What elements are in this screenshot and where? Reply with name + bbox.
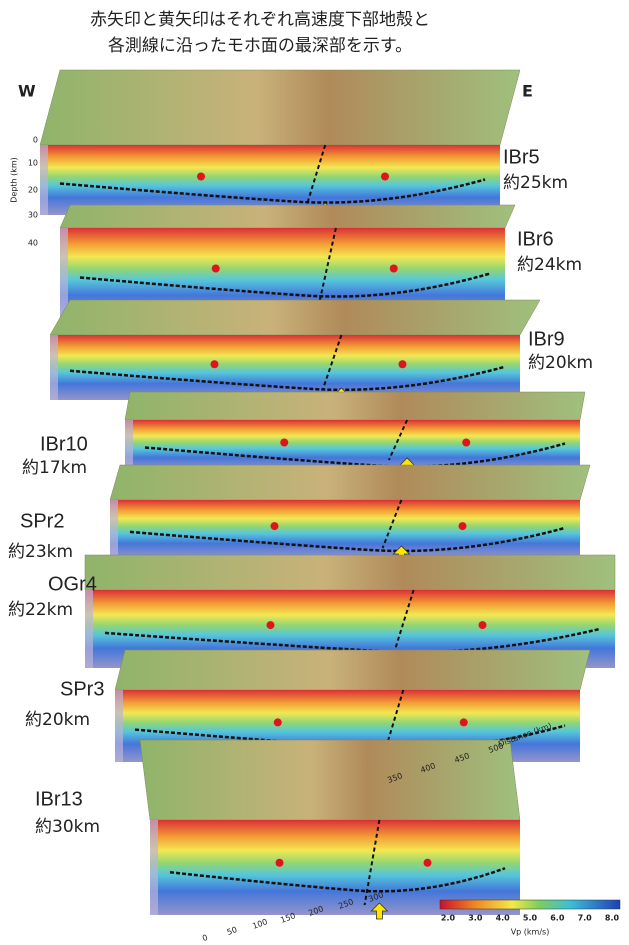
velocity-section bbox=[150, 820, 520, 915]
red-marker bbox=[459, 718, 468, 727]
red-marker bbox=[478, 621, 487, 630]
moho-line bbox=[79, 272, 491, 298]
depth-tick-label: 40 bbox=[28, 239, 38, 248]
red-marker bbox=[280, 438, 289, 447]
velocity-section bbox=[50, 335, 520, 400]
red-marker bbox=[462, 438, 471, 447]
profile-name: IBr5 bbox=[503, 146, 540, 168]
red-marker bbox=[458, 522, 467, 531]
distance-tick-label: 0 bbox=[201, 933, 209, 943]
depth-tick-label: 0 bbox=[33, 136, 38, 145]
profile-depth: 約25km bbox=[503, 173, 568, 193]
yellow-arrow bbox=[370, 902, 389, 920]
side-face bbox=[85, 590, 93, 668]
red-marker bbox=[211, 264, 220, 273]
moho-line bbox=[59, 178, 486, 204]
red-marker bbox=[273, 718, 282, 727]
colorbar-tick-label: 5.0 bbox=[523, 914, 538, 923]
red-marker bbox=[197, 172, 205, 181]
side-face bbox=[125, 420, 133, 470]
profile-depth: 約20km bbox=[528, 353, 593, 373]
profile-name: IBr10 bbox=[40, 433, 88, 455]
terrain-surface bbox=[49, 299, 541, 336]
side-face bbox=[115, 690, 123, 762]
red-marker bbox=[266, 621, 275, 630]
colorbar-tick-label: 2.0 bbox=[441, 914, 456, 923]
profile-depth: 約17km bbox=[22, 458, 87, 478]
moho-line bbox=[169, 867, 506, 893]
profile-name: IBr9 bbox=[528, 328, 565, 350]
side-face bbox=[110, 500, 118, 558]
fault-line bbox=[387, 419, 409, 461]
profile-name: SPr3 bbox=[60, 678, 104, 700]
colorbar-tick-label: 6.0 bbox=[550, 914, 565, 923]
side-face bbox=[50, 335, 58, 400]
profile-name: IBr6 bbox=[517, 228, 554, 250]
red-marker bbox=[398, 360, 407, 369]
east-label: E bbox=[522, 82, 533, 101]
colorbar-tick-label: 4.0 bbox=[496, 914, 511, 923]
red-marker bbox=[270, 522, 279, 531]
colorbar-label: Vp (km/s) bbox=[511, 928, 550, 937]
fault-line bbox=[363, 819, 381, 906]
distance-tick-label: 100 bbox=[251, 917, 268, 931]
red-marker bbox=[389, 264, 398, 273]
caption-line: 各測線に沿ったモホ面の最深部を示す。 bbox=[108, 36, 412, 56]
colorbar-tick-label: 8.0 bbox=[605, 914, 620, 923]
west-label: W bbox=[18, 82, 36, 101]
caption-line: 赤矢印と黄矢印はそれぞれ高速度下部地殻と bbox=[90, 10, 430, 30]
red-marker bbox=[381, 172, 389, 181]
profile-depth: 約20km bbox=[25, 710, 90, 730]
profile-name: IBr13 bbox=[35, 788, 83, 810]
profiles bbox=[39, 69, 616, 920]
distance-tick-label: 50 bbox=[226, 925, 239, 937]
profile-name: OGr4 bbox=[48, 573, 97, 595]
side-face bbox=[60, 228, 68, 318]
fault-line bbox=[381, 499, 403, 549]
terrain-surface bbox=[109, 464, 591, 501]
depth-tick-label: 30 bbox=[28, 211, 38, 220]
side-face bbox=[150, 820, 158, 915]
fault-line bbox=[383, 689, 405, 753]
profile-depth: 約24km bbox=[517, 255, 582, 275]
terrain-surface bbox=[124, 391, 586, 421]
colorbar bbox=[439, 899, 621, 910]
terrain-surface bbox=[39, 69, 521, 146]
depth-tick-label: 20 bbox=[28, 186, 38, 195]
side-face bbox=[40, 145, 48, 215]
red-marker bbox=[423, 858, 432, 867]
velocity-section bbox=[125, 420, 580, 470]
depth-tick-label: 10 bbox=[28, 159, 38, 168]
colorbar-tick-label: 7.0 bbox=[578, 914, 593, 923]
velocity-section bbox=[110, 500, 580, 558]
velocity-section bbox=[40, 145, 500, 215]
colorbar-tick-label: 3.0 bbox=[468, 914, 483, 923]
profile-depth: 約23km bbox=[8, 542, 73, 562]
terrain-surface bbox=[114, 649, 591, 691]
terrain-surface bbox=[84, 554, 616, 591]
depth-axis-label: Depth (km) bbox=[10, 157, 19, 203]
profile-name: SPr2 bbox=[20, 510, 64, 532]
fault-line bbox=[321, 334, 343, 391]
profile-depth: 約22km bbox=[8, 600, 73, 620]
fault-line bbox=[305, 144, 327, 206]
profile-depth: 約30km bbox=[35, 817, 100, 837]
red-marker bbox=[275, 858, 284, 867]
terrain-surface bbox=[59, 204, 516, 229]
red-marker bbox=[210, 360, 219, 369]
fault-line bbox=[391, 589, 415, 659]
